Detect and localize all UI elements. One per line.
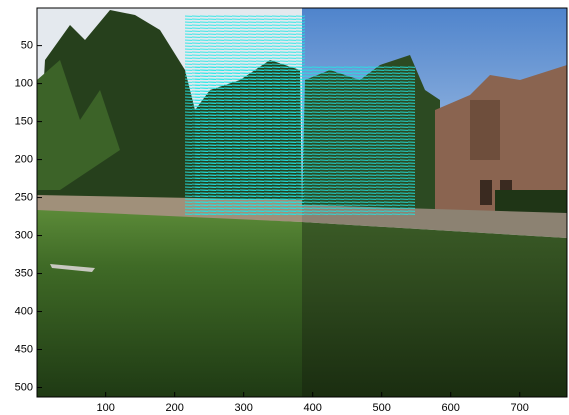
y-tick-label: 300 [15,229,33,241]
y-tick-label: 150 [15,115,33,127]
y-tick-label: 400 [15,305,33,317]
y-tick-label: 500 [15,381,33,393]
x-tick-label: 300 [235,402,253,414]
x-tick-label: 500 [373,402,391,414]
y-tick-label: 50 [21,40,33,52]
x-tick-label: 400 [304,402,322,414]
y-tick-label: 250 [15,191,33,203]
y-tick-label: 350 [15,267,33,279]
x-tick-label: 700 [511,402,529,414]
x-tick-label: 600 [442,402,460,414]
x-tick-label: 200 [165,402,183,414]
y-tick-label: 200 [15,153,33,165]
x-tick-label: 100 [96,402,114,414]
y-tick-label: 450 [15,343,33,355]
y-tick-label: 100 [15,78,33,90]
figure: 100 200 300 400 500 600 700 50 100 150 200 250 300 35… [0,0,569,415]
image [37,8,567,397]
